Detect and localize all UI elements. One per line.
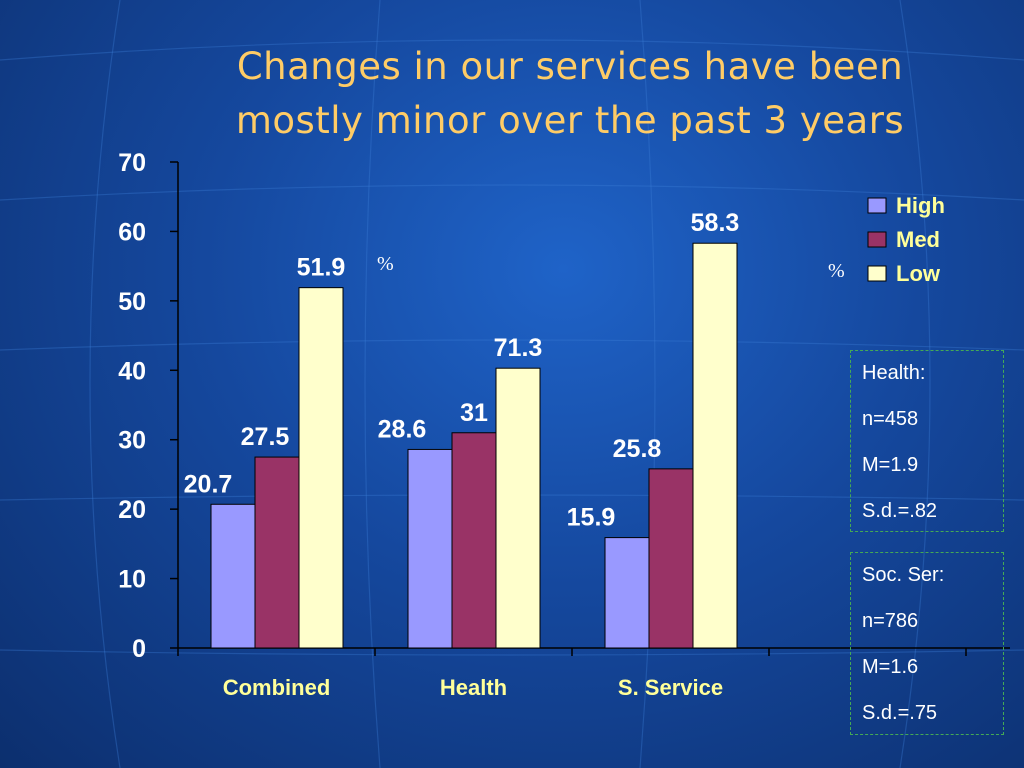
bar	[451, 432, 497, 649]
stat-line: Health:	[862, 362, 926, 384]
stat-line: Soc. Ser:	[862, 564, 945, 586]
bar	[495, 367, 541, 649]
data-label: 27.5	[241, 423, 290, 451]
percent-mark: %	[377, 253, 394, 275]
y-tick-label: 40	[118, 357, 146, 385]
x-category-label: Combined	[223, 675, 331, 700]
bar	[604, 537, 650, 649]
title-line-1: Changes in our services have been	[236, 45, 904, 88]
legend-swatch	[867, 265, 887, 282]
slide-title: Changes in our services have been mostly…	[140, 40, 1000, 148]
legend-label: High	[896, 193, 945, 218]
data-label: 28.6	[378, 415, 427, 443]
bar	[648, 468, 694, 649]
y-tick-label: 30	[118, 427, 146, 455]
y-tick-label: 70	[118, 149, 146, 177]
stat-line: n=786	[862, 610, 919, 632]
stat-line: M=1.9	[862, 454, 919, 476]
y-tick-label: 20	[118, 496, 146, 524]
data-label: 51.9	[297, 254, 346, 282]
y-tick-label: 60	[118, 218, 146, 246]
x-category-label: S. Service	[618, 675, 723, 700]
data-label: 58.3	[691, 209, 740, 237]
bar	[692, 242, 738, 649]
x-category-label: Health	[440, 675, 507, 700]
data-label: 25.8	[613, 435, 662, 463]
bar	[210, 503, 256, 649]
legend-label: Low	[896, 261, 941, 286]
y-tick-label: 10	[118, 566, 146, 594]
data-label: 20.7	[184, 470, 233, 498]
data-label: 71.3	[494, 334, 543, 362]
legend-swatch	[867, 197, 887, 214]
title-line-2: mostly minor over the past 3 years	[235, 99, 905, 142]
legend-swatch	[867, 231, 887, 248]
stat-line: M=1.6	[862, 656, 919, 678]
y-tick-label: 0	[132, 635, 146, 663]
stat-line: S.d.=.82	[862, 500, 938, 522]
stat-line: S.d.=.75	[862, 702, 938, 724]
percent-mark: %	[828, 260, 845, 282]
y-tick-label: 50	[118, 288, 146, 316]
data-label: 31	[460, 399, 488, 427]
data-label: 15.9	[567, 504, 616, 532]
bar	[254, 456, 300, 649]
bar	[298, 287, 344, 649]
stat-line: n=458	[862, 408, 919, 430]
soc-ser-stats-box: Soc. Ser: n=786 M=1.6 S.d.=.75	[850, 552, 1004, 735]
health-stats-box: Health: n=458 M=1.9 S.d.=.82	[850, 350, 1004, 532]
bar	[407, 448, 453, 649]
legend-label: Med	[896, 227, 940, 252]
